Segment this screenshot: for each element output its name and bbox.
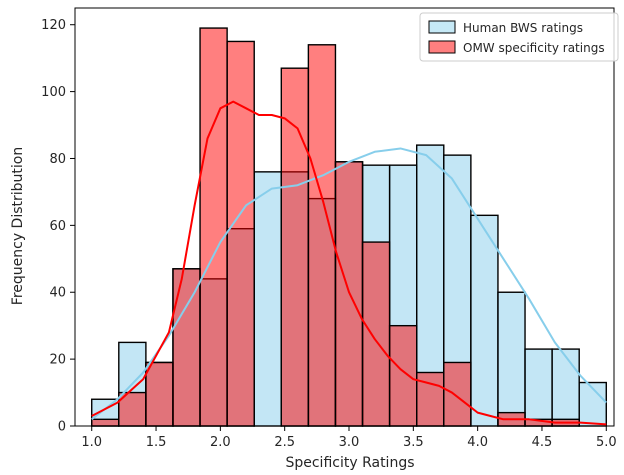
y-tick-label: 60 [49,219,66,234]
bar [280,67,310,427]
bar [199,27,228,427]
y-tick-label: 20 [49,353,66,368]
plot-area [91,27,608,427]
bar [91,418,120,427]
kde-line-1 [91,100,607,426]
legend-frame [419,12,619,62]
legend-label-omw: OMW specificity ratings [463,41,605,55]
y-tick-label: 80 [49,152,66,167]
bar [172,268,201,427]
x-tick-label: 3.0 [339,435,360,450]
plot-frame [74,7,615,427]
bar [470,214,499,427]
bar [388,324,418,427]
axes: 1.0 1.5 2.0 2.5 3.0 3.5 4.0 4.5 5.0 0 20 40 60 80 100 1… [41,7,617,450]
x-tick-label: 4.0 [467,435,488,450]
legend-swatch-omw [428,40,456,54]
legend-label-human: Human BWS ratings [463,21,583,35]
x-tick-label: 4.5 [532,435,553,450]
kde-line-0 [91,147,608,421]
x-tick-label: 1.5 [146,435,167,450]
y-tick-label: 0 [58,420,66,435]
bar [497,291,526,427]
bar [145,361,174,427]
bar [253,171,282,427]
bar [443,361,472,427]
bar [524,348,553,427]
x-axis-label: Specificity Ratings [285,455,414,471]
x-tick-label: 2.0 [210,435,231,450]
y-tick-label: 100 [41,85,66,100]
x-tick-label: 5.0 [596,435,617,450]
legend: Human BWS ratings OMW specificity rating… [419,12,619,62]
x-tick-label: 3.5 [403,435,424,450]
x-tick-label: 1.0 [81,435,102,450]
bar [226,40,255,427]
y-tick-label: 40 [49,286,66,301]
bar [551,348,580,427]
y-axis-label: Frequency Distribution [10,147,26,305]
bar [361,241,391,427]
y-tick-label: 120 [41,18,66,33]
legend-swatch-human [428,20,456,34]
x-tick-label: 2.5 [274,435,295,450]
